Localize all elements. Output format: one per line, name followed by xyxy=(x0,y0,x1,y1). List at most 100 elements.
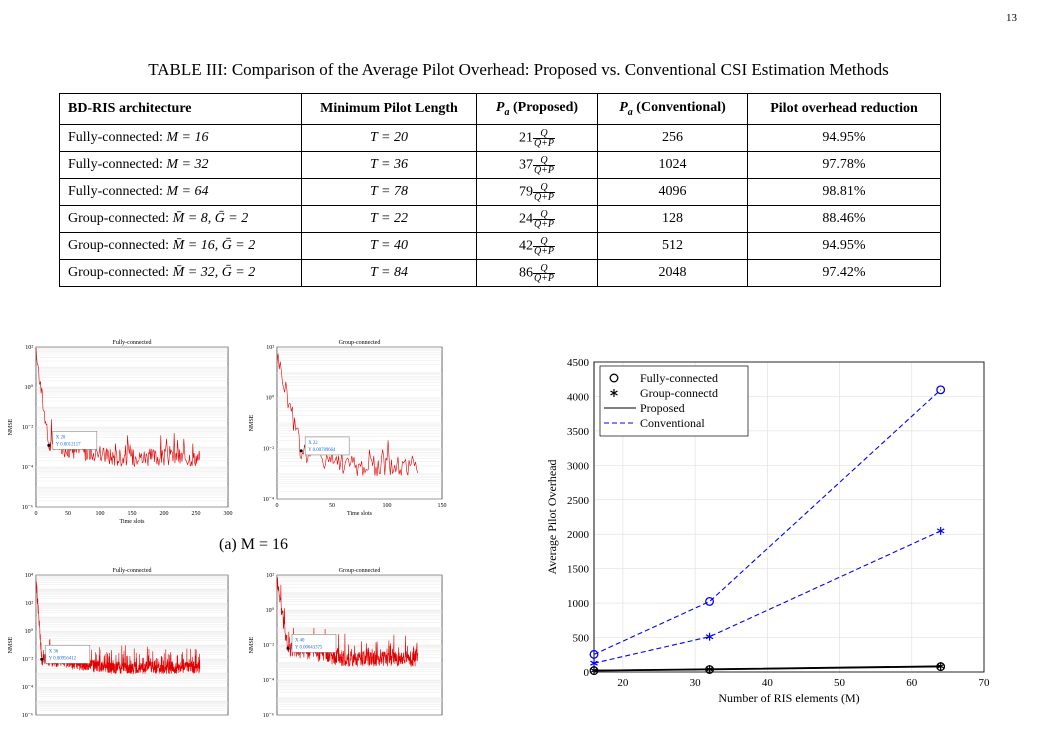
datatip-y: Y 0.0012117 xyxy=(56,442,81,447)
datatip-y: Y 0.00789664 xyxy=(308,448,336,453)
fraction-denominator: Q+P xyxy=(533,137,555,149)
marker-asterisk xyxy=(590,666,598,675)
arch-params: M = 16 xyxy=(166,130,209,145)
legend-label: Fully-connected xyxy=(640,371,718,385)
series-conventional-asterisk xyxy=(590,526,945,668)
cell-architecture: Fully-connected: M = 16 xyxy=(59,124,302,152)
subplot-ylabel: NMSE xyxy=(249,636,255,653)
x-axis-label: Number of RIS elements (M) xyxy=(718,691,859,705)
y-tick-label: 10⁻⁶ xyxy=(22,713,33,719)
marker-asterisk xyxy=(936,526,945,535)
datatip-box xyxy=(291,634,337,653)
arch-params: M = 64 xyxy=(166,184,209,199)
cell-pa-conventional: 2048 xyxy=(597,259,748,287)
datatip-marker xyxy=(40,657,44,661)
series-conventional-circle xyxy=(589,385,946,659)
header-overhead-reduction: Pilot overhead reduction xyxy=(747,93,941,125)
datatip-marker xyxy=(286,646,290,650)
subplot-title: Group-connected xyxy=(339,568,381,574)
y-tick-label: 500 xyxy=(573,633,590,645)
table-caption: TABLE III: Comparison of the Average Pil… xyxy=(148,60,889,79)
header-pa-conventional: Pa (Conventional) xyxy=(597,93,748,125)
cell-architecture: Group-connected: M̄ = 8, Ḡ = 2 xyxy=(59,205,302,233)
fraction-numerator: Q xyxy=(532,155,556,166)
cell-min-pilot-length: T = 40 xyxy=(301,232,477,260)
cell-pa-conventional: 512 xyxy=(597,232,748,260)
fraction: Q Q+P xyxy=(532,209,556,229)
datatip-y: Y 0.00643375 xyxy=(295,645,323,650)
y-tick-label: 10² xyxy=(25,345,33,351)
arch-prefix: Group-connected: xyxy=(68,238,170,253)
table-row: Fully-connected: M = 64 T = 78 79 Q Q+P 4096 9… xyxy=(59,178,941,206)
pilot-overhead-table: BD-RIS architecture Minimum Pilot Length… xyxy=(59,93,941,287)
arch-params: M̄ = 32, Ḡ = 2 xyxy=(172,265,256,280)
cell-min-pilot-length: T = 20 xyxy=(301,124,477,152)
y-tick-label: 10⁻² xyxy=(263,643,274,649)
fraction-denominator: Q+P xyxy=(533,164,555,176)
y-tick-label: 10⁻⁴ xyxy=(263,678,274,684)
cell-pa-proposed: 24 Q Q+P xyxy=(476,205,598,233)
y-tick-label: 10⁰ xyxy=(25,384,34,391)
x-tick-label: 50 xyxy=(834,677,846,689)
legend-box xyxy=(599,365,749,437)
x-tick-label: 0 xyxy=(276,503,279,509)
x-tick-label: 150 xyxy=(438,503,447,509)
arch-params: M̄ = 16, Ḡ = 2 xyxy=(172,238,256,253)
fraction: Q Q+P xyxy=(532,182,556,202)
cell-min-pilot-length: T = 22 xyxy=(301,205,477,233)
cell-architecture: Fully-connected: M = 32 xyxy=(59,151,302,179)
arch-prefix: Group-connected: xyxy=(68,265,170,280)
y-tick-label: 10⁻⁶ xyxy=(263,713,274,719)
legend-label: Proposed xyxy=(640,401,685,415)
x-tick-label: 30 xyxy=(690,677,702,689)
datatip-marker xyxy=(47,443,51,447)
marker-asterisk xyxy=(705,665,714,674)
arch-prefix: Fully-connected: xyxy=(68,157,163,172)
nmse-subplot: Fully-connected 10⁻⁶ 10⁻⁴ 10⁻² 10⁰ 10² 0 50 100 1… xyxy=(8,340,233,525)
x-tick-label: 70 xyxy=(979,677,991,689)
y-tick-label: 10⁻² xyxy=(263,446,274,452)
datatip-box xyxy=(304,436,350,456)
series-proposed-asterisk xyxy=(590,662,945,675)
y-tick-label: 3000 xyxy=(567,460,590,472)
marker-asterisk xyxy=(705,632,714,641)
subplot-ylabel: NMSE xyxy=(8,418,14,435)
cell-overhead-reduction: 94.95% xyxy=(747,124,941,152)
y-tick-label: 1500 xyxy=(567,564,590,576)
y-tick-label: 10² xyxy=(266,345,274,351)
marker-circle xyxy=(589,649,599,659)
fraction-numerator: Q xyxy=(532,128,556,139)
cell-min-pilot-length: T = 36 xyxy=(301,151,477,179)
pa-subscript: a xyxy=(627,106,633,118)
y-tick-label: 10² xyxy=(266,573,274,579)
cell-pa-proposed: 42 Q Q+P xyxy=(476,232,598,260)
cell-pa-conventional: 128 xyxy=(597,205,748,233)
y-tick-label: 10⁴ xyxy=(25,573,33,579)
y-tick-label: 10⁰ xyxy=(266,395,275,402)
coef: 42 xyxy=(518,238,533,254)
cell-overhead-reduction: 97.78% xyxy=(747,151,941,179)
legend-label: Group-connectd xyxy=(640,386,718,400)
subplot-ylabel: NMSE xyxy=(8,636,14,653)
cell-overhead-reduction: 88.46% xyxy=(747,205,941,233)
x-tick-label: 40 xyxy=(762,677,774,689)
y-tick-label: 0 xyxy=(584,667,590,679)
arch-prefix: Fully-connected: xyxy=(68,184,163,199)
coef: 24 xyxy=(518,211,533,227)
datatip-x: X 22 xyxy=(308,441,318,446)
table-header-row: BD-RIS architecture Minimum Pilot Length… xyxy=(59,93,941,125)
y-tick-label: 4000 xyxy=(567,391,590,403)
cell-overhead-reduction: 94.95% xyxy=(747,232,941,260)
y-tick-label: 3500 xyxy=(567,426,590,438)
x-tick-label: 100 xyxy=(383,503,392,509)
datatip-box xyxy=(52,431,98,450)
arch-params: M̄ = 8, Ḡ = 2 xyxy=(172,211,249,226)
marker-circle xyxy=(705,597,715,606)
fraction-numerator: Q xyxy=(532,209,556,220)
y-tick-label: 2000 xyxy=(567,529,590,541)
y-tick-label: 10² xyxy=(25,601,33,607)
marker-circle xyxy=(609,373,619,383)
fraction-numerator: Q xyxy=(532,263,556,274)
cell-pa-proposed: 86 Q Q+P xyxy=(476,259,598,287)
